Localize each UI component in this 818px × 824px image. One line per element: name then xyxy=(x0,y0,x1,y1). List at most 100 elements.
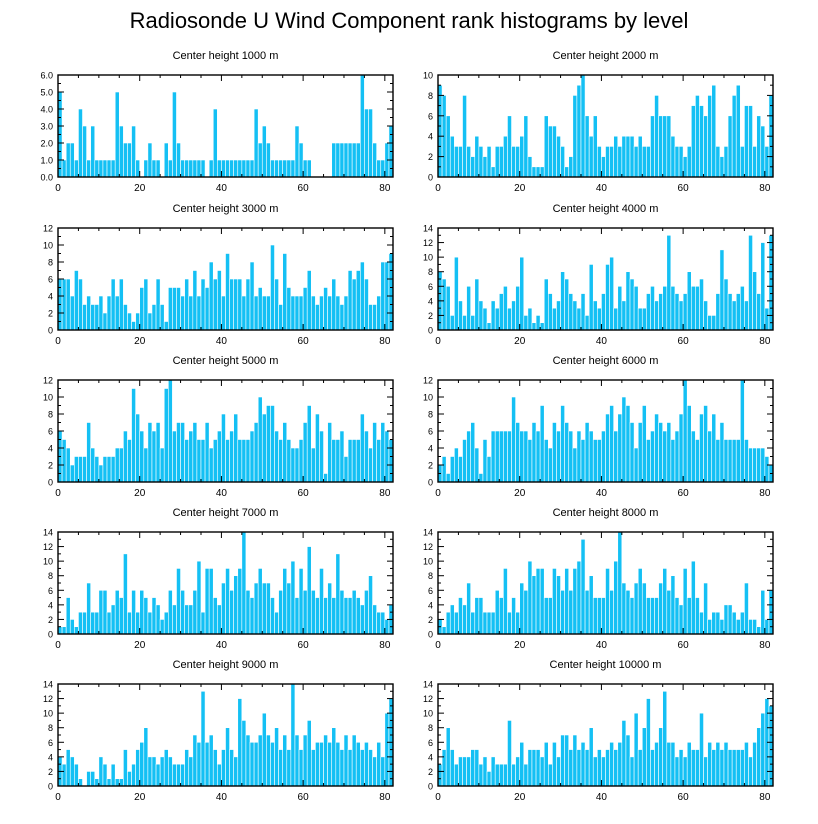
chart-bar xyxy=(633,582,639,635)
chart-bar xyxy=(123,749,128,787)
chart-bar xyxy=(539,568,545,635)
chart-bar xyxy=(535,749,541,787)
chart-bar xyxy=(376,159,382,178)
chart-bar xyxy=(90,611,96,635)
chart-bar xyxy=(74,270,79,331)
y-tick-label: 5.0 xyxy=(40,88,53,98)
chart-bar xyxy=(327,741,333,787)
chart-bar xyxy=(531,749,537,787)
chart-bar xyxy=(686,597,692,635)
chart-bar xyxy=(327,422,333,483)
chart-bar xyxy=(723,439,729,483)
chart-bar xyxy=(310,447,316,483)
chart-bar xyxy=(584,115,590,178)
chart-bar xyxy=(690,105,696,178)
x-tick-label: 60 xyxy=(298,640,310,651)
chart-bar xyxy=(294,734,300,787)
chart-bar xyxy=(86,771,91,787)
x-tick-label: 40 xyxy=(216,183,228,194)
chart-bar xyxy=(682,156,688,178)
chart-bar xyxy=(625,271,631,331)
chart-bar xyxy=(605,749,610,787)
chart-bar xyxy=(192,589,198,635)
chart-bar xyxy=(184,278,190,331)
chart-bar xyxy=(543,278,549,331)
chart-bar xyxy=(748,234,753,331)
chart-bar xyxy=(110,278,116,331)
chart-bar xyxy=(217,763,222,787)
chart-bar xyxy=(711,84,717,178)
chart-bar xyxy=(658,582,663,635)
y-tick-label: 2 xyxy=(428,615,433,625)
chart-bar xyxy=(482,756,488,787)
chart-bar xyxy=(458,756,463,787)
chart-bar xyxy=(241,295,247,331)
x-tick-label: 60 xyxy=(678,792,690,803)
chart-bar xyxy=(633,285,639,331)
chart-bar xyxy=(180,159,185,178)
chart-bar xyxy=(568,589,574,635)
chart-bar xyxy=(61,159,67,178)
chart-bar xyxy=(711,315,717,331)
chart-bar xyxy=(764,307,770,331)
chart-bar xyxy=(65,597,71,635)
chart-bar xyxy=(331,727,337,787)
y-tick-label: 0 xyxy=(48,478,53,488)
chart-bar xyxy=(168,379,173,483)
chart-bar xyxy=(118,447,124,483)
chart-bar xyxy=(257,142,263,178)
chart-bar xyxy=(613,560,619,635)
chart-bar xyxy=(327,295,333,331)
chart-bar xyxy=(335,741,341,787)
chart-bar xyxy=(646,146,651,178)
y-tick-label: 6 xyxy=(48,586,53,596)
chart-bar xyxy=(110,604,116,635)
chart-bar xyxy=(658,727,663,787)
chart-bar xyxy=(180,422,185,483)
y-tick-label: 10 xyxy=(423,557,433,567)
chart-bar xyxy=(748,105,753,178)
chart-bar xyxy=(131,388,136,483)
chart-bar xyxy=(110,456,116,483)
chart-bar xyxy=(225,568,230,635)
x-tick-label: 80 xyxy=(379,640,391,651)
chart-bar xyxy=(752,146,757,178)
chart-bar xyxy=(543,597,549,635)
chart-bar xyxy=(61,278,67,331)
chart-bar xyxy=(188,430,194,483)
x-tick-label: 60 xyxy=(678,183,690,194)
chart-bar xyxy=(703,405,708,483)
chart-bar xyxy=(347,749,353,787)
chart-bar xyxy=(621,720,627,787)
chart-bar xyxy=(102,456,108,483)
chart-bar xyxy=(163,749,169,787)
chart-bar xyxy=(735,749,741,787)
chart-bar xyxy=(609,146,614,178)
chart-bar xyxy=(339,430,345,483)
chart-bar xyxy=(478,146,484,178)
chart-bar xyxy=(466,430,471,483)
chart-bar xyxy=(257,287,263,331)
chart-title: Center height 8000 m xyxy=(553,507,659,519)
chart-bar xyxy=(454,611,459,635)
chart-bar xyxy=(498,430,504,483)
chart-bar xyxy=(176,568,181,635)
chart-bar xyxy=(715,611,721,635)
chart-bar xyxy=(490,166,496,178)
chart-bar xyxy=(621,582,627,635)
chart-bar xyxy=(143,727,149,787)
chart-bar xyxy=(306,405,312,483)
x-tick-label: 80 xyxy=(759,640,771,651)
chart-bar xyxy=(221,159,226,178)
chart-bar xyxy=(666,422,672,483)
y-tick-label: 2 xyxy=(48,309,53,319)
x-tick-label: 40 xyxy=(596,336,608,347)
chart-bar xyxy=(727,604,733,635)
chart-bar xyxy=(552,568,557,635)
chart-panel: Center height 5000 m 0 20 40 60 80 0 2 4 6 8 10 12 xyxy=(43,355,394,499)
chart-bar xyxy=(327,582,333,635)
chart-bar xyxy=(707,619,713,635)
chart-bar xyxy=(155,763,161,787)
chart-bar xyxy=(364,589,369,635)
y-tick-label: 10 xyxy=(43,709,53,719)
